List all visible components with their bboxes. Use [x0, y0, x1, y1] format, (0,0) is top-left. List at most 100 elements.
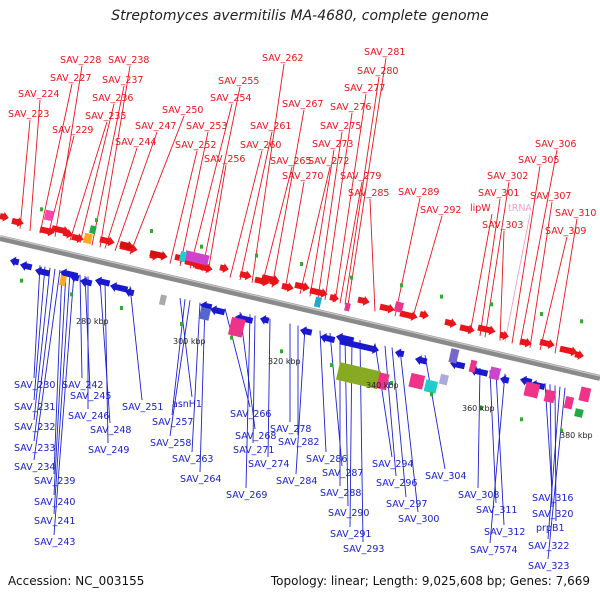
leader-line — [129, 115, 185, 255]
feature-marker — [300, 261, 303, 266]
gene-label-top: SAV_285 — [348, 188, 389, 199]
backbone-highlight — [0, 235, 600, 377]
forward-gene-arrow — [379, 303, 395, 314]
reverse-gene-arrow — [80, 277, 93, 287]
leader-line — [169, 150, 198, 264]
feature-marker — [580, 319, 583, 324]
leader-line — [511, 165, 541, 344]
reverse-gene-arrow — [10, 256, 20, 267]
gene-label-top: SAV_256 — [204, 154, 245, 165]
gene-label-bottom: SAV_320 — [532, 509, 573, 520]
leader-line — [252, 315, 256, 444]
gene-feature-box — [448, 348, 460, 364]
gene-feature-box — [423, 379, 439, 394]
feature-marker — [520, 417, 523, 422]
feature-marker — [95, 218, 98, 223]
leader-line — [251, 63, 285, 283]
gene-label-bottom: SAV_243 — [34, 537, 75, 548]
gene-label-top: SAV_292 — [420, 205, 461, 216]
gene-label-top: SAV_305 — [518, 155, 559, 166]
forward-gene-arrow — [294, 281, 310, 292]
feature-marker — [330, 362, 333, 367]
feature-marker — [480, 405, 483, 410]
top-strand-labels: SAV_223 SAV_224 SAV_227 SAV_228 SAV_229 SAV_2… — [8, 47, 596, 237]
ruler-label: 380 kbp — [560, 431, 593, 440]
forward-gene-arrow — [444, 318, 457, 329]
leader-line — [201, 86, 241, 272]
gene-label-top: SAV_272 — [308, 156, 349, 167]
leader-line — [84, 275, 91, 390]
forward-gene-arrow — [357, 295, 370, 306]
forward-gene-arrow — [459, 324, 475, 335]
genome-summary: Topology: linear; Length: 9,025,608 bp; … — [270, 574, 590, 588]
gene-label-bottom: SAV_316 — [532, 493, 573, 504]
gene-feature-box — [82, 232, 93, 245]
leader-line — [99, 279, 111, 424]
gene-label-bottom: SAV_258 — [150, 438, 191, 449]
leader-line — [554, 218, 578, 354]
forward-gene-arrow — [309, 287, 328, 298]
leader-line — [129, 286, 143, 401]
leader-line — [424, 355, 446, 470]
gene-label-bottom: SAV_282 — [278, 437, 319, 448]
leader-line — [179, 131, 209, 267]
leader-line — [394, 197, 421, 317]
gene-label-bottom: SAV_239 — [34, 476, 75, 487]
gene-label-bottom: SAV_291 — [330, 529, 371, 540]
leader-line — [347, 57, 387, 306]
feature-marker — [400, 283, 403, 288]
gene-label-bottom: SAV_304 — [425, 471, 466, 482]
gene-feature-box — [563, 395, 575, 410]
forward-gene-arrow — [149, 250, 168, 261]
gene-label-top: SAV_281 — [364, 47, 405, 58]
gene-label-bottom: SAV_245 — [70, 391, 111, 402]
gene-feature-box — [198, 306, 212, 321]
gene-label-bottom: SAV_322 — [528, 541, 569, 552]
gene-label-bottom: SAV_294 — [372, 459, 413, 470]
gene-feature-box — [523, 381, 541, 399]
gene-label-top: SAV_229 — [52, 125, 93, 136]
leader-line — [33, 266, 46, 401]
leader-line — [239, 131, 273, 281]
gene-label-top: lipW — [470, 203, 491, 214]
leader-line — [344, 76, 380, 305]
forward-gene-arrow — [119, 240, 134, 251]
gene-label-bottom: SAV_263 — [172, 454, 213, 465]
reverse-gene-arrow — [70, 272, 80, 283]
leader-line — [54, 65, 83, 237]
leader-line — [529, 201, 553, 348]
feature-marker — [350, 275, 353, 280]
forward-gene-arrow — [574, 350, 584, 360]
leader-line — [79, 103, 115, 243]
leader-line — [53, 272, 71, 515]
gene-label-top: SAV_279 — [340, 171, 381, 182]
gene-label-top: SAV_237 — [102, 75, 143, 86]
leader-line — [207, 164, 227, 273]
forward-gene-arrow — [71, 233, 84, 244]
leader-line — [324, 112, 353, 300]
gene-label-bottom: SAV_264 — [180, 474, 221, 485]
leader-line — [369, 198, 376, 312]
gene-label-top: SAV_310 — [555, 208, 596, 219]
forward-gene-arrow — [477, 324, 496, 336]
gene-label-top: SAV_260 — [240, 140, 281, 151]
leader-line — [114, 131, 158, 251]
gene-label-top: SAV_224 — [18, 89, 59, 100]
feature-marker — [540, 311, 543, 316]
leader-line — [411, 215, 443, 321]
gene-label-bottom: SAV_311 — [476, 505, 517, 516]
forward-gene-arrow — [239, 270, 252, 281]
gene-feature-box — [335, 362, 381, 390]
gene-label-bottom: SAV_297 — [386, 499, 427, 510]
gene-label-top: SAV_254 — [210, 93, 251, 104]
leader-line — [33, 269, 61, 461]
gene-label-bottom: SAV_278 — [270, 424, 311, 435]
reverse-gene-arrow — [210, 305, 226, 316]
map-title: Streptomyces avermitilis MA-4680, comple… — [111, 8, 489, 24]
gene-label-bottom: SAV_268 — [235, 431, 276, 442]
gene-label-bottom: SAV_296 — [376, 478, 417, 489]
ruler-label: 300 kbp — [173, 337, 206, 346]
gene-label-bottom: SAV_251 — [122, 402, 163, 413]
leader-line — [39, 83, 73, 234]
reverse-gene-arrow — [35, 266, 51, 277]
